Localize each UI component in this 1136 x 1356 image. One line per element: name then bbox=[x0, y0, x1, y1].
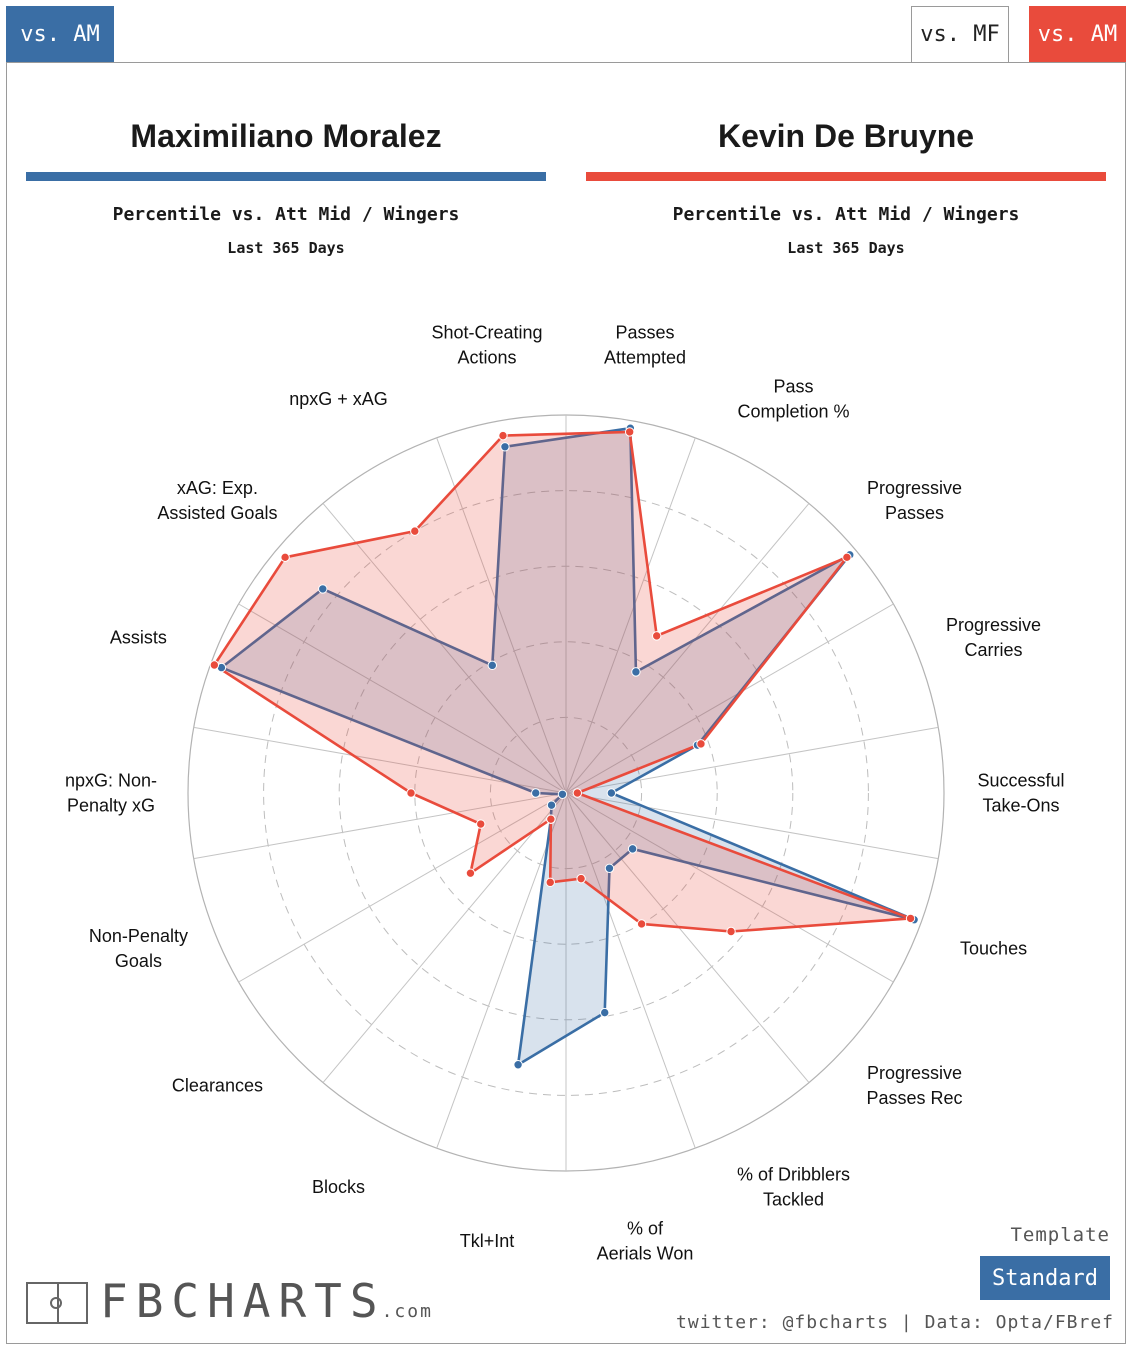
series-2-point-16 bbox=[410, 526, 420, 536]
spoke-17 bbox=[436, 437, 567, 794]
axis-label-0: Passes Attempted bbox=[604, 322, 686, 367]
axis-label-13: npxG: Non-Penalty xG bbox=[65, 771, 157, 816]
player1-color-bar bbox=[26, 172, 546, 181]
player2-name: Kevin De Bruyne bbox=[717, 118, 975, 154]
series-2-point-6 bbox=[726, 926, 736, 937]
fbcharts-logo: FBCHARTS .com bbox=[26, 1278, 433, 1324]
spoke-6 bbox=[565, 792, 894, 983]
spoke-15 bbox=[238, 603, 567, 794]
series-2-point-1 bbox=[652, 631, 662, 641]
series-1-point-9 bbox=[513, 1060, 523, 1070]
logo-suffix: .com bbox=[381, 1301, 433, 1322]
spoke-13 bbox=[193, 792, 567, 860]
series-2-point-4 bbox=[572, 788, 583, 798]
axis-label-6: Progressive Passes Rec bbox=[867, 1063, 963, 1108]
spoke-3 bbox=[565, 603, 894, 794]
spoke-16 bbox=[322, 503, 567, 794]
spoke-2 bbox=[565, 503, 810, 794]
series-2-point-0 bbox=[624, 427, 635, 437]
series-2-point-17 bbox=[498, 430, 508, 441]
chart-frame bbox=[6, 62, 1126, 1344]
credits-text: twitter: @fbcharts | Data: Opta/FBref bbox=[676, 1312, 1114, 1333]
series-2-point-12 bbox=[476, 819, 486, 829]
series-2-point-2 bbox=[842, 552, 852, 563]
spoke-4 bbox=[565, 726, 939, 794]
spoke-12 bbox=[238, 792, 567, 983]
spoke-7 bbox=[565, 792, 810, 1083]
axis-label-9: Tkl+Int bbox=[460, 1231, 515, 1251]
series-1-point-6 bbox=[627, 844, 638, 854]
spoke-11 bbox=[322, 792, 567, 1083]
series-1-point-16 bbox=[487, 660, 497, 671]
series-1-point-1 bbox=[631, 667, 641, 677]
template-standard-button[interactable]: Standard bbox=[980, 1256, 1110, 1300]
series-2-point-3 bbox=[696, 739, 706, 749]
series-1-point-17 bbox=[500, 442, 510, 452]
axis-label-4: Successful Take-Ons bbox=[977, 771, 1064, 816]
axis-label-16: npxG + xAG bbox=[289, 389, 388, 409]
axis-label-14: Assists bbox=[110, 627, 167, 647]
grid-ring-4 bbox=[263, 490, 869, 1096]
player2-period: Last 365 Days bbox=[787, 239, 905, 257]
player1-period: Last 365 Days bbox=[227, 239, 345, 257]
axis-label-17: Shot-Creating Actions bbox=[431, 322, 542, 367]
player2-subtitle: Percentile vs. Att Mid / Wingers bbox=[672, 204, 1020, 225]
spoke-1 bbox=[565, 437, 696, 794]
axis-label-8: % of Aerials Won bbox=[597, 1219, 694, 1264]
axis-label-7: % of Dribblers Tackled bbox=[737, 1165, 850, 1210]
axis-label-3: Progressive Carries bbox=[946, 615, 1041, 660]
pitch-icon bbox=[26, 1282, 88, 1324]
series-2-point-9 bbox=[545, 877, 555, 888]
series-1-point-15 bbox=[318, 584, 328, 594]
series-1-point-12 bbox=[557, 789, 568, 799]
series-2-point-7 bbox=[636, 919, 647, 929]
spoke-10 bbox=[436, 792, 567, 1149]
axis-label-1: Pass Completion % bbox=[737, 376, 849, 421]
series-2-point-8 bbox=[576, 873, 586, 884]
axis-label-2: Progressive Passes bbox=[867, 478, 962, 523]
series-1-point-4 bbox=[606, 788, 617, 798]
tab-vs-am-left[interactable]: vs. AM bbox=[6, 6, 114, 62]
template-label: Template bbox=[1010, 1224, 1110, 1246]
series-2-point-15 bbox=[280, 552, 290, 563]
axis-label-15: xAG: Exp. Assisted Goals bbox=[157, 478, 277, 523]
axis-label-12: Non-Penalty Goals bbox=[89, 926, 188, 971]
series-1-point-13 bbox=[531, 788, 541, 798]
series-1-point-8 bbox=[600, 1007, 610, 1018]
spoke-8 bbox=[565, 792, 696, 1149]
grid-ring-2 bbox=[414, 641, 718, 945]
series-2-point-11 bbox=[465, 868, 476, 878]
axis-label-10: Blocks bbox=[312, 1177, 365, 1197]
player1-name: Maximiliano Moralez bbox=[130, 118, 442, 154]
axis-label-5: Touches bbox=[960, 939, 1027, 959]
series-2-point-5 bbox=[905, 913, 916, 924]
series-1-point-11 bbox=[546, 800, 557, 810]
axis-label-11: Clearances bbox=[172, 1075, 263, 1095]
series-1-point-7 bbox=[604, 863, 615, 873]
tab-vs-mf[interactable]: vs. MF bbox=[911, 6, 1009, 62]
spoke-14 bbox=[193, 726, 567, 794]
series-2-point-13 bbox=[406, 788, 416, 798]
player2-color-bar bbox=[586, 172, 1106, 181]
series-2-point-14 bbox=[209, 660, 220, 670]
logo-text: FBCHARTS bbox=[100, 1274, 386, 1328]
tab-vs-am-right[interactable]: vs. AM bbox=[1029, 6, 1126, 62]
series-2-point-10 bbox=[546, 814, 556, 824]
spoke-5 bbox=[565, 792, 939, 860]
player1-subtitle: Percentile vs. Att Mid / Wingers bbox=[112, 204, 460, 225]
